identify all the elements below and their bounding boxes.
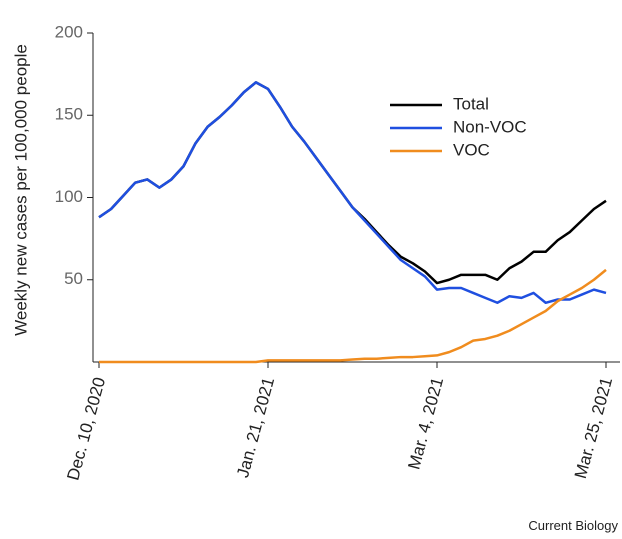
x-tick-label: Mar. 25, 2021 (571, 375, 616, 480)
x-tick-label: Mar. 4, 2021 (404, 375, 447, 471)
x-tick-label: Jan. 21, 2021 (233, 375, 278, 479)
y-tick-label: 50 (64, 269, 83, 288)
y-tick-label: 150 (55, 105, 83, 124)
y-axis-label: Weekly new cases per 100,000 people (11, 44, 30, 336)
legend-label: VOC (453, 140, 490, 159)
x-tick-label: Dec. 10, 2020 (63, 375, 109, 482)
source: Current Biology (528, 518, 618, 533)
y-tick-label: 100 (55, 187, 83, 206)
legend-label: Total (453, 94, 489, 113)
legend-label: Non-VOC (453, 117, 527, 136)
y-tick-label: 200 (55, 22, 83, 41)
series-line (98, 81, 607, 285)
series-line (99, 268, 607, 364)
series-line (98, 81, 607, 305)
